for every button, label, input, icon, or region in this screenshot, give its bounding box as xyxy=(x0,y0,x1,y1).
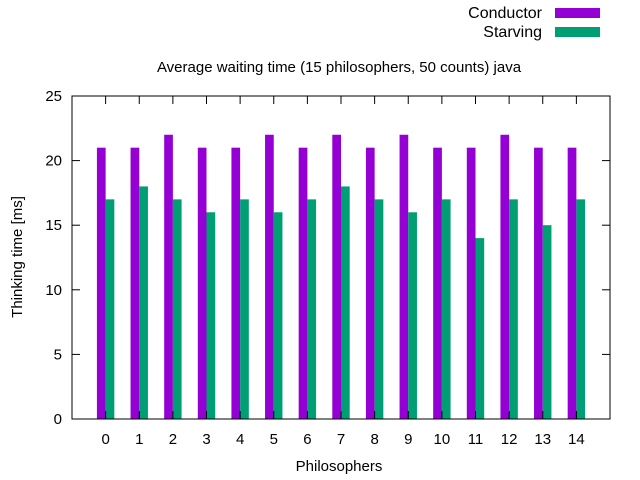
y-tick-label-25: 25 xyxy=(45,88,62,105)
x-tick-label-1: 1 xyxy=(135,431,143,448)
x-tick-label-3: 3 xyxy=(202,431,210,448)
bar-conductor-12 xyxy=(500,134,510,419)
bar-starving-13 xyxy=(542,225,552,419)
bar-conductor-9 xyxy=(399,134,409,419)
x-tick-label-8: 8 xyxy=(370,431,378,448)
bar-conductor-0 xyxy=(96,147,106,419)
bar-starving-11 xyxy=(475,238,485,419)
bar-conductor-2 xyxy=(164,134,173,419)
x-tick-label-2: 2 xyxy=(169,431,177,448)
bar-starving-6 xyxy=(307,199,317,419)
bar-conductor-6 xyxy=(298,147,308,419)
bar-starving-12 xyxy=(509,199,518,419)
x-tick-label-5: 5 xyxy=(270,431,278,448)
x-axis-label: Philosophers xyxy=(296,458,383,475)
bar-starving-1 xyxy=(139,186,148,419)
x-tick-label-7: 7 xyxy=(337,431,345,448)
bar-conductor-10 xyxy=(433,147,442,419)
bar-starving-14 xyxy=(576,199,586,419)
bar-starving-3 xyxy=(206,212,216,419)
y-tick-label-0: 0 xyxy=(54,411,62,428)
bar-starving-0 xyxy=(105,199,115,419)
bar-starving-5 xyxy=(273,212,283,419)
x-tick-label-10: 10 xyxy=(434,431,451,448)
bar-starving-9 xyxy=(408,212,417,419)
y-tick-label-10: 10 xyxy=(45,282,62,299)
legend-label-starving: Starving xyxy=(483,24,542,41)
bar-conductor-14 xyxy=(567,147,577,419)
legend-label-conductor: Conductor xyxy=(468,5,542,22)
x-tick-label-11: 11 xyxy=(468,431,484,448)
bar-starving-4 xyxy=(240,199,249,419)
plot-frame xyxy=(71,95,611,420)
legend-swatch-starving xyxy=(555,27,600,37)
x-tick-label-9: 9 xyxy=(404,431,412,448)
bar-starving-7 xyxy=(341,186,350,419)
legend: Conductor Starving xyxy=(468,5,600,41)
chart-title: Average waiting time (15 philosophers, 5… xyxy=(157,59,522,76)
legend-swatch-conductor xyxy=(555,8,600,18)
x-tick-label-12: 12 xyxy=(501,431,518,448)
x-tick-label-6: 6 xyxy=(303,431,311,448)
x-tick-label-0: 0 xyxy=(101,431,109,448)
bar-conductor-11 xyxy=(466,147,476,419)
bars-group xyxy=(96,134,586,419)
x-tick-label-14: 14 xyxy=(568,431,585,448)
bar-conductor-4 xyxy=(231,147,241,419)
x-tick-label-4: 4 xyxy=(236,431,244,448)
bar-conductor-7 xyxy=(332,134,341,419)
x-tick-label-13: 13 xyxy=(534,431,551,448)
y-tick-label-15: 15 xyxy=(45,217,62,234)
bar-conductor-1 xyxy=(130,147,140,419)
bar-starving-2 xyxy=(172,199,182,419)
bar-starving-8 xyxy=(374,199,384,419)
bar-conductor-8 xyxy=(365,147,375,419)
bar-conductor-3 xyxy=(197,147,207,419)
bar-starving-10 xyxy=(441,199,451,419)
y-tick-label-20: 20 xyxy=(45,153,62,170)
y-tick-label-5: 5 xyxy=(54,346,62,363)
bar-conductor-13 xyxy=(534,147,543,419)
y-axis-label: Thinking time [ms] xyxy=(9,196,26,318)
bar-conductor-5 xyxy=(265,134,274,419)
